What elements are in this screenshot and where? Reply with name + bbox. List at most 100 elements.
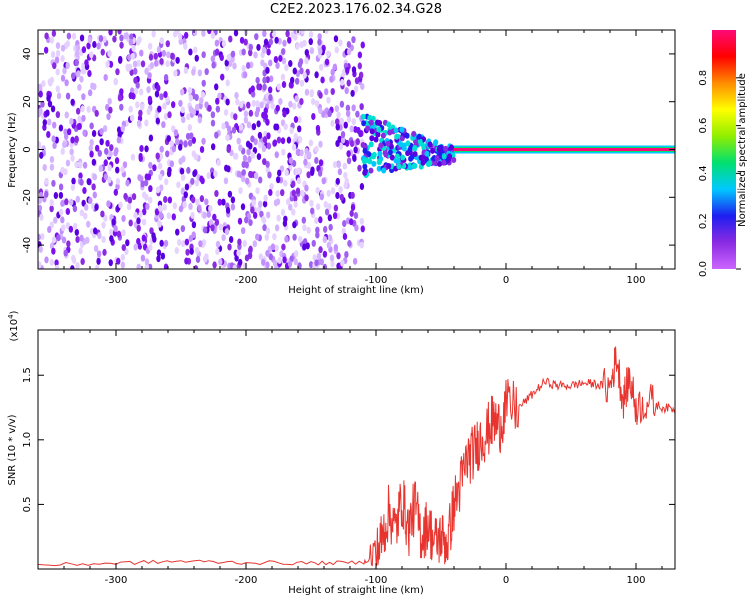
heatmap-point <box>225 206 231 214</box>
heatmap-point <box>133 243 138 251</box>
heatmap-point <box>116 230 122 238</box>
heatmap-point <box>223 177 229 185</box>
heatmap-point <box>204 68 209 76</box>
heatmap-point <box>140 254 146 262</box>
heatmap-point <box>62 141 67 149</box>
heatmap-point <box>163 73 169 81</box>
heatmap-point <box>338 142 344 150</box>
heatmap-point <box>291 143 297 151</box>
heatmap-point <box>321 110 326 118</box>
heatmap-point <box>156 255 161 263</box>
heatmap-point <box>60 166 65 174</box>
heatmap-point <box>43 46 49 54</box>
heatmap-point <box>310 98 316 106</box>
heatmap-point <box>180 225 186 233</box>
heatmap-point <box>360 225 365 233</box>
heatmap-point <box>100 210 105 218</box>
snr-y-label: SNR (10 * v/v) <box>7 414 18 485</box>
heatmap-point <box>175 228 180 236</box>
heatmap-point <box>149 62 155 70</box>
heatmap-point <box>275 189 280 197</box>
heatmap-point <box>128 38 134 46</box>
heatmap-point <box>294 95 299 103</box>
heatmap-point <box>437 160 443 167</box>
heatmap-point <box>221 234 226 242</box>
heatmap-point <box>147 42 153 50</box>
heatmap-point <box>274 151 279 159</box>
heatmap-point <box>189 247 194 255</box>
x-tick-label: -200 <box>235 575 258 586</box>
heatmap-point <box>396 163 402 170</box>
heatmap-point <box>144 258 150 266</box>
heatmap-point <box>113 149 118 157</box>
heatmap-point <box>159 57 164 65</box>
heatmap-point <box>368 167 374 174</box>
heatmap-point <box>411 130 417 137</box>
heatmap-point <box>319 193 324 201</box>
heatmap-point <box>146 86 151 94</box>
heatmap-point <box>327 214 333 222</box>
heatmap-point <box>107 97 112 105</box>
heatmap-point <box>261 258 266 266</box>
heatmap-point <box>436 146 442 153</box>
heatmap-point <box>65 208 71 216</box>
heatmap-point <box>120 253 126 261</box>
heatmap-point <box>343 171 348 179</box>
heatmap-point <box>342 232 348 240</box>
heatmap-point <box>58 124 64 132</box>
heatmap-point <box>336 160 342 168</box>
heatmap-point <box>90 82 95 90</box>
heatmap-point <box>102 248 107 256</box>
heatmap-point <box>297 136 303 144</box>
heatmap-point <box>194 93 199 101</box>
y-tick-label: 20 <box>22 95 33 108</box>
heatmap-point <box>70 265 75 269</box>
heatmap-point <box>99 138 104 146</box>
heatmap-point <box>375 131 381 138</box>
heatmap-point <box>60 44 66 52</box>
heatmap-point <box>56 234 61 242</box>
heatmap-point <box>214 189 219 197</box>
heatmap-point <box>253 172 259 180</box>
heatmap-point <box>97 232 102 240</box>
heatmap-point <box>302 71 307 79</box>
heatmap-point <box>121 244 126 252</box>
heatmap-point <box>204 253 209 261</box>
heatmap-point <box>335 123 340 131</box>
heatmap-point <box>151 232 156 240</box>
heatmap-point <box>156 46 162 54</box>
heatmap-point <box>263 113 269 121</box>
heatmap-point <box>322 263 328 269</box>
heatmap-point <box>385 140 391 147</box>
heatmap-point <box>250 135 255 143</box>
colorbar-tick-label: 0.6 <box>698 118 709 134</box>
heatmap-point <box>63 249 68 257</box>
heatmap-point <box>451 156 457 163</box>
heatmap-point <box>125 64 131 72</box>
heatmap-point <box>147 95 153 103</box>
heatmap-point <box>155 186 161 194</box>
heatmap-point <box>66 32 72 40</box>
heatmap-point <box>204 101 209 109</box>
heatmap-point <box>281 81 287 89</box>
heatmap-point <box>156 249 162 257</box>
heatmap-point <box>215 240 221 248</box>
heatmap-point <box>265 249 270 257</box>
heatmap-point <box>184 257 189 265</box>
heatmap-point <box>58 191 64 199</box>
heatmap-point <box>262 136 268 144</box>
heatmap-point <box>47 100 53 108</box>
colorbar-tick-label: 0.8 <box>698 70 709 86</box>
heatmap-point <box>274 244 279 252</box>
heatmap-point <box>246 121 252 129</box>
heatmap-point <box>176 181 181 189</box>
heatmap-point <box>232 264 238 269</box>
heatmap-point <box>254 33 259 41</box>
heatmap-point <box>93 244 99 252</box>
heatmap-point <box>193 46 198 54</box>
heatmap-point <box>125 179 130 187</box>
heatmap-point <box>116 136 122 144</box>
heatmap-point <box>214 218 220 226</box>
heatmap-point <box>340 259 345 267</box>
heatmap-point <box>91 158 97 166</box>
